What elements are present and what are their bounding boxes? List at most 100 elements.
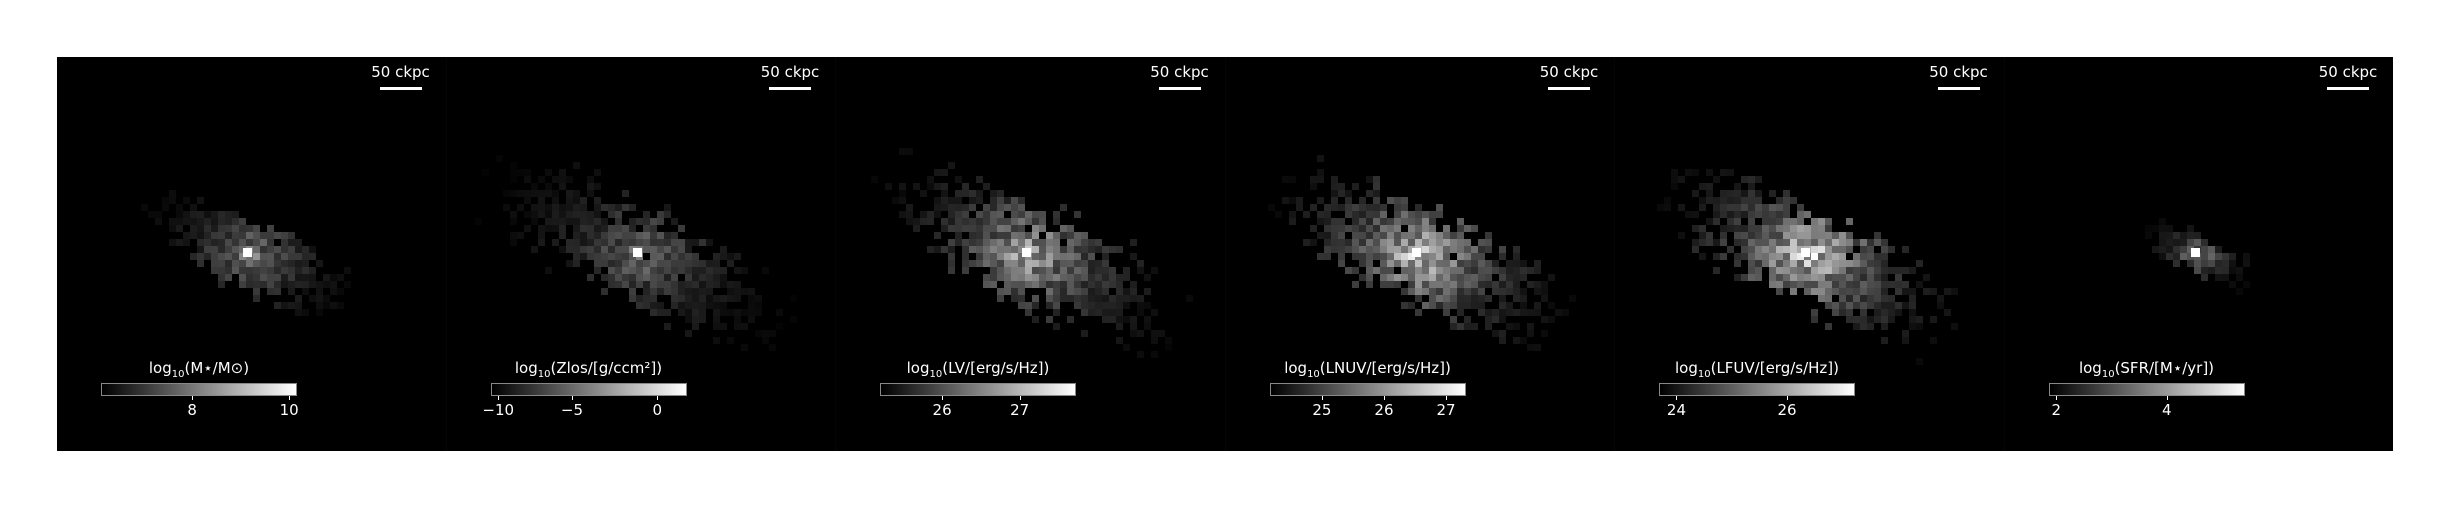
pixel xyxy=(2186,232,2194,239)
pixel xyxy=(1414,260,1422,267)
pixel xyxy=(1004,197,1011,204)
pixel xyxy=(1463,288,1471,295)
pixel xyxy=(1678,232,1685,239)
tick-mark xyxy=(1383,396,1385,400)
pixel xyxy=(1116,288,1123,295)
pixel xyxy=(1846,295,1853,302)
pixel xyxy=(1713,239,1720,246)
pixel xyxy=(1442,274,1450,281)
pixel xyxy=(1039,253,1046,260)
pixel xyxy=(1846,246,1853,253)
pixel xyxy=(1011,232,1018,239)
pixel xyxy=(1060,274,1067,281)
pixel xyxy=(1881,288,1888,295)
pixel xyxy=(1456,253,1464,260)
pixel xyxy=(169,239,176,246)
pixel xyxy=(1477,260,1485,267)
pixel xyxy=(1344,190,1352,197)
pixel xyxy=(705,267,713,274)
pixel xyxy=(1484,239,1492,246)
colorbar-ticks: 24 26 xyxy=(1659,396,1855,419)
pixel xyxy=(1053,260,1060,267)
pixel xyxy=(1032,246,1039,253)
pixel xyxy=(1393,274,1401,281)
pixel xyxy=(1699,232,1706,239)
pixel xyxy=(1421,211,1429,218)
pixel xyxy=(1074,239,1081,246)
pixel xyxy=(899,183,906,190)
pixel xyxy=(204,211,211,218)
pixel xyxy=(670,253,678,260)
label-base: 10 xyxy=(171,369,185,380)
pixel xyxy=(218,281,225,288)
pixel xyxy=(1811,239,1818,246)
tick-mark xyxy=(942,396,944,400)
pixel xyxy=(1018,246,1025,253)
pixel xyxy=(1428,253,1436,260)
pixel xyxy=(1505,323,1513,330)
pixel xyxy=(1449,232,1457,239)
pixel xyxy=(1130,323,1137,330)
pixel xyxy=(1874,295,1881,302)
pixel xyxy=(649,274,657,281)
pixel xyxy=(1032,218,1039,225)
pixel xyxy=(1337,225,1345,232)
pixel xyxy=(1281,176,1289,183)
pixel xyxy=(1123,302,1130,309)
tick-mark xyxy=(1446,396,1448,400)
pixel xyxy=(691,281,699,288)
pixel xyxy=(1519,260,1527,267)
pixel xyxy=(169,190,176,197)
pixel xyxy=(523,169,531,176)
pixel xyxy=(614,218,622,225)
pixel xyxy=(1853,323,1860,330)
tick-mark xyxy=(498,396,500,400)
pixel xyxy=(1421,267,1429,274)
pixel xyxy=(1018,218,1025,225)
pixel xyxy=(656,232,664,239)
pixel xyxy=(621,281,629,288)
pixel xyxy=(1309,225,1317,232)
pixel xyxy=(1797,281,1804,288)
pixel xyxy=(509,176,517,183)
pixel xyxy=(1748,274,1755,281)
pixel xyxy=(775,309,783,316)
pixel xyxy=(1755,225,1762,232)
pixel xyxy=(1407,218,1415,225)
pixel xyxy=(1379,211,1387,218)
pixel xyxy=(1519,309,1527,316)
pixel xyxy=(1783,281,1790,288)
pixel xyxy=(948,218,955,225)
pixel xyxy=(726,295,734,302)
pixel xyxy=(246,225,253,232)
pixel xyxy=(1720,204,1727,211)
pixel xyxy=(1797,211,1804,218)
pixel xyxy=(1944,309,1951,316)
pixel xyxy=(1302,239,1310,246)
pixel xyxy=(1358,239,1366,246)
pixel xyxy=(1323,239,1331,246)
pixel xyxy=(1060,246,1067,253)
pixel xyxy=(1692,239,1699,246)
pixel xyxy=(1944,288,1951,295)
label-log: log xyxy=(2078,359,2102,377)
pixel xyxy=(1130,281,1137,288)
pixel xyxy=(1783,225,1790,232)
pixel xyxy=(656,239,664,246)
pixel xyxy=(1769,260,1776,267)
pixel xyxy=(1344,211,1352,218)
pixel xyxy=(1895,281,1902,288)
pixel xyxy=(1547,274,1555,281)
pixel xyxy=(1407,246,1415,253)
pixel xyxy=(1421,302,1429,309)
pixel xyxy=(1456,260,1464,267)
pixel xyxy=(1706,218,1713,225)
pixel xyxy=(1512,309,1520,316)
pixel xyxy=(656,246,664,253)
pixel xyxy=(1053,239,1060,246)
pixel xyxy=(934,183,941,190)
pixel xyxy=(1881,246,1888,253)
pixel xyxy=(1825,302,1832,309)
pixel xyxy=(1867,239,1874,246)
pixel xyxy=(1797,260,1804,267)
